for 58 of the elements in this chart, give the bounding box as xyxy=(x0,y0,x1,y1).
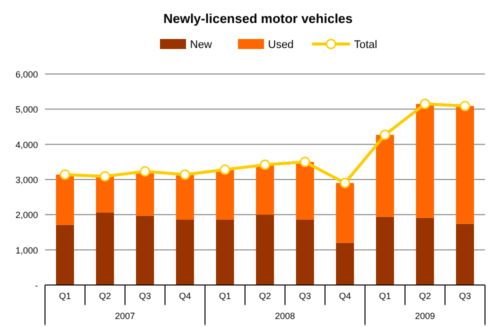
text: 2009 xyxy=(414,311,436,321)
x-tick-label: Q1 xyxy=(58,291,72,301)
bar xyxy=(96,212,114,285)
bar xyxy=(56,224,74,285)
point xyxy=(460,100,470,112)
x-tick-label: Q2 xyxy=(418,291,432,301)
point xyxy=(300,156,310,168)
y-tick-label: 1,000 xyxy=(15,245,38,256)
y-tick-label: 6,000 xyxy=(15,70,38,80)
bar xyxy=(296,162,314,220)
x-tick-label: Q4 xyxy=(178,291,192,301)
x-tick-label: Q3 xyxy=(138,291,152,301)
bar xyxy=(176,220,194,285)
bar xyxy=(256,164,274,215)
point xyxy=(100,171,110,182)
legend-label: New xyxy=(190,39,212,51)
y-tick-label: 5,000 xyxy=(15,104,38,115)
point xyxy=(260,159,270,170)
x-tick-label: Q3 xyxy=(458,291,472,301)
point xyxy=(380,130,390,140)
bar xyxy=(176,174,194,220)
point xyxy=(180,169,190,180)
bar xyxy=(216,220,234,285)
bar xyxy=(96,176,114,213)
bar xyxy=(136,216,154,285)
bar xyxy=(136,171,154,216)
bar xyxy=(216,170,234,220)
bar xyxy=(376,134,394,217)
bar xyxy=(416,218,434,285)
bar xyxy=(376,216,394,285)
y-tick-label: - xyxy=(35,280,38,290)
text: 2007 xyxy=(114,311,136,321)
legend-label: Used xyxy=(268,39,294,51)
bar xyxy=(56,174,74,225)
bar xyxy=(336,183,354,243)
x-tick-label: Q2 xyxy=(258,291,272,301)
bar xyxy=(336,242,354,285)
point xyxy=(140,166,150,177)
y-tick-label: 4,000 xyxy=(15,140,38,150)
point xyxy=(420,98,430,110)
bar xyxy=(296,220,314,285)
x-tick-label: Q1 xyxy=(218,291,232,301)
point xyxy=(60,169,70,180)
point xyxy=(220,164,230,175)
bar xyxy=(416,104,434,218)
bar xyxy=(456,224,474,285)
y-tick-label: 3,000 xyxy=(15,175,38,185)
x-tick-label: Q4 xyxy=(338,291,352,301)
x-tick-label: Q3 xyxy=(298,291,312,301)
x-tick-label: Q2 xyxy=(98,291,112,301)
legend-label: Total xyxy=(354,39,378,51)
x-tick-label: Q1 xyxy=(378,291,392,301)
text: 2008 xyxy=(274,311,296,321)
y-tick-label: 2,000 xyxy=(15,210,38,220)
chart-title: Newly-licensed motor vehicles xyxy=(163,11,353,26)
point xyxy=(340,178,350,188)
bar xyxy=(456,106,474,224)
bar xyxy=(256,214,274,285)
